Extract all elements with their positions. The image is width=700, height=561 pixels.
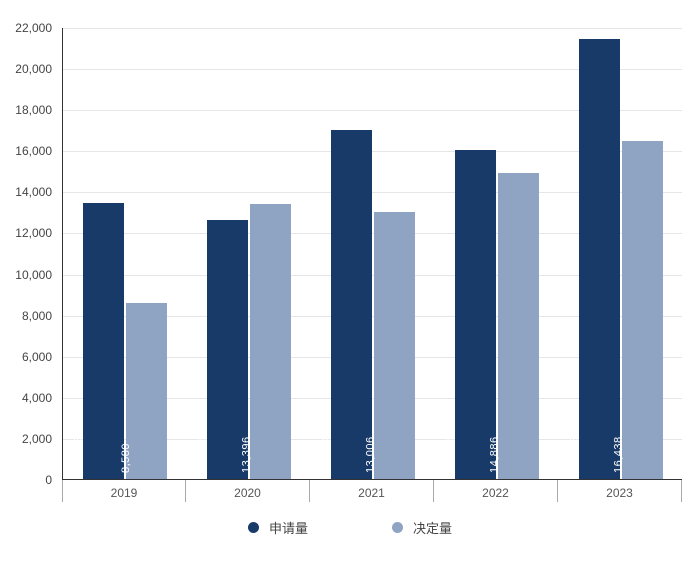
x-tick-label: 2023 — [558, 480, 682, 502]
plot-area: 13,4138,58012,61513,39616,99413,00616,00… — [62, 28, 682, 480]
bar-value-label: 21,393 — [569, 436, 581, 473]
y-tick-label: 10,000 — [15, 268, 52, 282]
y-tick-label: 8,000 — [22, 309, 52, 323]
x-tick-label: 2020 — [186, 480, 310, 502]
legend-label: 申请量 — [269, 521, 308, 536]
y-tick-label: 22,000 — [15, 21, 52, 35]
x-tick-label: 2019 — [62, 480, 186, 502]
bar-value-label: 12,615 — [197, 436, 209, 473]
bar-applications: 21,393 — [579, 39, 620, 479]
x-axis-labels: 20192020202120222023 — [62, 480, 682, 510]
legend-swatch — [248, 522, 259, 533]
x-tick-label: 2021 — [310, 480, 434, 502]
bar-value-label: 13,413 — [73, 436, 85, 473]
bar-applications: 13,413 — [83, 203, 124, 479]
bar-value-label: 13,396 — [240, 436, 252, 473]
bar-value-label: 8,580 — [120, 443, 132, 473]
legend: 申请量 决定量 — [0, 518, 700, 537]
bar-decisions: 14,886 — [498, 173, 539, 479]
y-tick-label: 18,000 — [15, 103, 52, 117]
gridline — [63, 28, 682, 29]
legend-item-applications: 申请量 — [248, 518, 308, 537]
bar-value-label: 14,886 — [488, 436, 500, 473]
bar-decisions: 13,006 — [374, 212, 415, 479]
y-tick-label: 6,000 — [22, 350, 52, 364]
bar-applications: 16,005 — [455, 150, 496, 479]
y-tick-label: 4,000 — [22, 391, 52, 405]
bar-value-label: 16,005 — [445, 436, 457, 473]
bar-applications: 16,994 — [331, 130, 372, 479]
bar-decisions: 16,438 — [622, 141, 663, 479]
bar-decisions: 13,396 — [250, 204, 291, 479]
y-tick-label: 2,000 — [22, 432, 52, 446]
bar-value-label: 16,994 — [321, 436, 333, 473]
y-tick-label: 0 — [45, 473, 52, 487]
x-tick-label: 2022 — [434, 480, 558, 502]
grouped-bar-chart: 0 2,000 4,000 6,000 8,000 10,000 12,000 14,000 1… — [0, 0, 700, 561]
legend-label: 决定量 — [413, 521, 452, 536]
legend-swatch — [392, 522, 403, 533]
y-tick-label: 20,000 — [15, 62, 52, 76]
legend-item-decisions: 决定量 — [392, 518, 452, 537]
bar-value-label: 13,006 — [364, 436, 376, 473]
y-axis-labels: 02,0004,0006,0008,00010,00012,00014,0001… — [0, 28, 60, 480]
bar-decisions: 8,580 — [126, 303, 167, 479]
y-tick-label: 12,000 — [15, 226, 52, 240]
bar-value-label: 16,438 — [612, 436, 624, 473]
y-tick-label: 16,000 — [15, 144, 52, 158]
y-tick-label: 14,000 — [15, 185, 52, 199]
